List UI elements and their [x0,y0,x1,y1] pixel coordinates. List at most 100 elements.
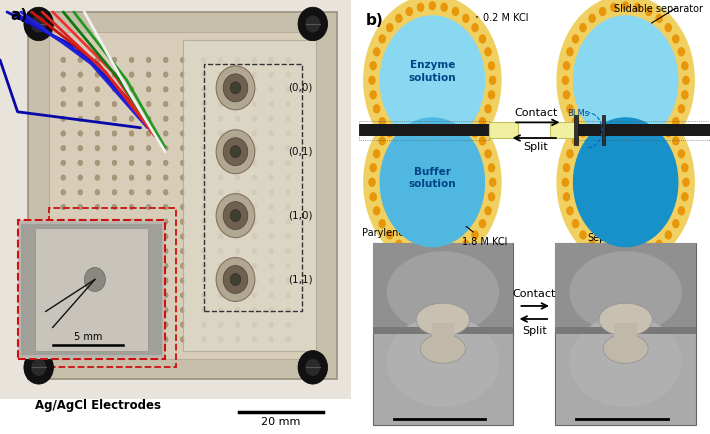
Circle shape [285,101,290,107]
Circle shape [252,337,257,342]
Circle shape [218,131,223,136]
Circle shape [252,116,257,122]
Circle shape [129,116,134,122]
Bar [359,121,488,140]
Circle shape [285,160,290,166]
Circle shape [95,190,100,195]
Circle shape [305,358,320,376]
Circle shape [180,175,185,181]
Circle shape [395,240,403,249]
Circle shape [269,145,274,151]
Circle shape [566,47,574,56]
Circle shape [655,116,663,125]
Circle shape [202,160,207,166]
Circle shape [633,105,641,114]
Circle shape [285,145,290,151]
Bar [432,323,454,345]
Circle shape [180,145,185,151]
Circle shape [682,178,689,187]
Circle shape [146,204,151,210]
Circle shape [566,149,574,158]
Circle shape [180,293,185,298]
Circle shape [95,131,100,136]
Circle shape [61,204,66,210]
Circle shape [61,116,66,122]
Circle shape [269,160,274,166]
Circle shape [452,247,459,256]
Circle shape [95,57,100,62]
Circle shape [129,278,134,283]
Circle shape [163,263,168,269]
Circle shape [479,117,486,126]
Circle shape [269,175,274,181]
Circle shape [429,1,436,10]
Circle shape [112,86,117,92]
Bar [574,115,578,145]
Circle shape [78,131,83,136]
Circle shape [269,219,274,224]
Circle shape [78,175,83,181]
Circle shape [78,248,83,254]
Ellipse shape [569,316,682,407]
Circle shape [146,145,151,151]
Text: (0,1): (0,1) [288,147,313,157]
Text: Ag/AgCl Electrodes: Ag/AgCl Electrodes [36,399,161,412]
Circle shape [95,204,100,210]
Bar [602,115,605,145]
Bar [555,243,696,331]
Circle shape [252,248,257,254]
Circle shape [129,190,134,195]
Circle shape [386,23,393,32]
Circle shape [218,175,223,181]
Circle shape [61,293,66,298]
Circle shape [665,128,672,138]
Circle shape [112,101,117,107]
Circle shape [163,204,168,210]
Circle shape [31,15,46,33]
Circle shape [180,219,185,224]
Bar [577,124,710,136]
Text: Contact: Contact [514,108,558,118]
Circle shape [129,86,134,92]
Circle shape [112,322,117,328]
Bar [49,32,316,359]
Circle shape [252,307,257,313]
Circle shape [202,116,207,122]
Circle shape [180,263,185,269]
Circle shape [78,145,83,151]
Circle shape [112,145,117,151]
Circle shape [180,72,185,77]
Bar [359,124,488,136]
Circle shape [129,263,134,269]
Circle shape [180,190,185,195]
Circle shape [230,210,241,222]
Circle shape [285,219,290,224]
Polygon shape [364,0,501,165]
Bar [555,243,696,425]
Circle shape [163,307,168,313]
Circle shape [269,190,274,195]
Circle shape [112,57,117,62]
Circle shape [269,307,274,313]
Circle shape [589,240,596,249]
Circle shape [61,278,66,283]
Circle shape [681,90,689,99]
Circle shape [146,101,151,107]
Circle shape [235,72,240,77]
Circle shape [61,190,66,195]
Circle shape [180,204,185,210]
Circle shape [677,104,685,113]
Bar [49,207,176,367]
Bar [488,122,518,138]
Circle shape [218,204,223,210]
Circle shape [61,337,66,342]
Circle shape [112,248,117,254]
Circle shape [95,278,100,283]
Circle shape [230,273,241,286]
Circle shape [218,116,223,122]
Circle shape [269,116,274,122]
Circle shape [216,66,255,110]
Circle shape [665,230,672,240]
Polygon shape [557,98,694,267]
Circle shape [645,145,652,154]
